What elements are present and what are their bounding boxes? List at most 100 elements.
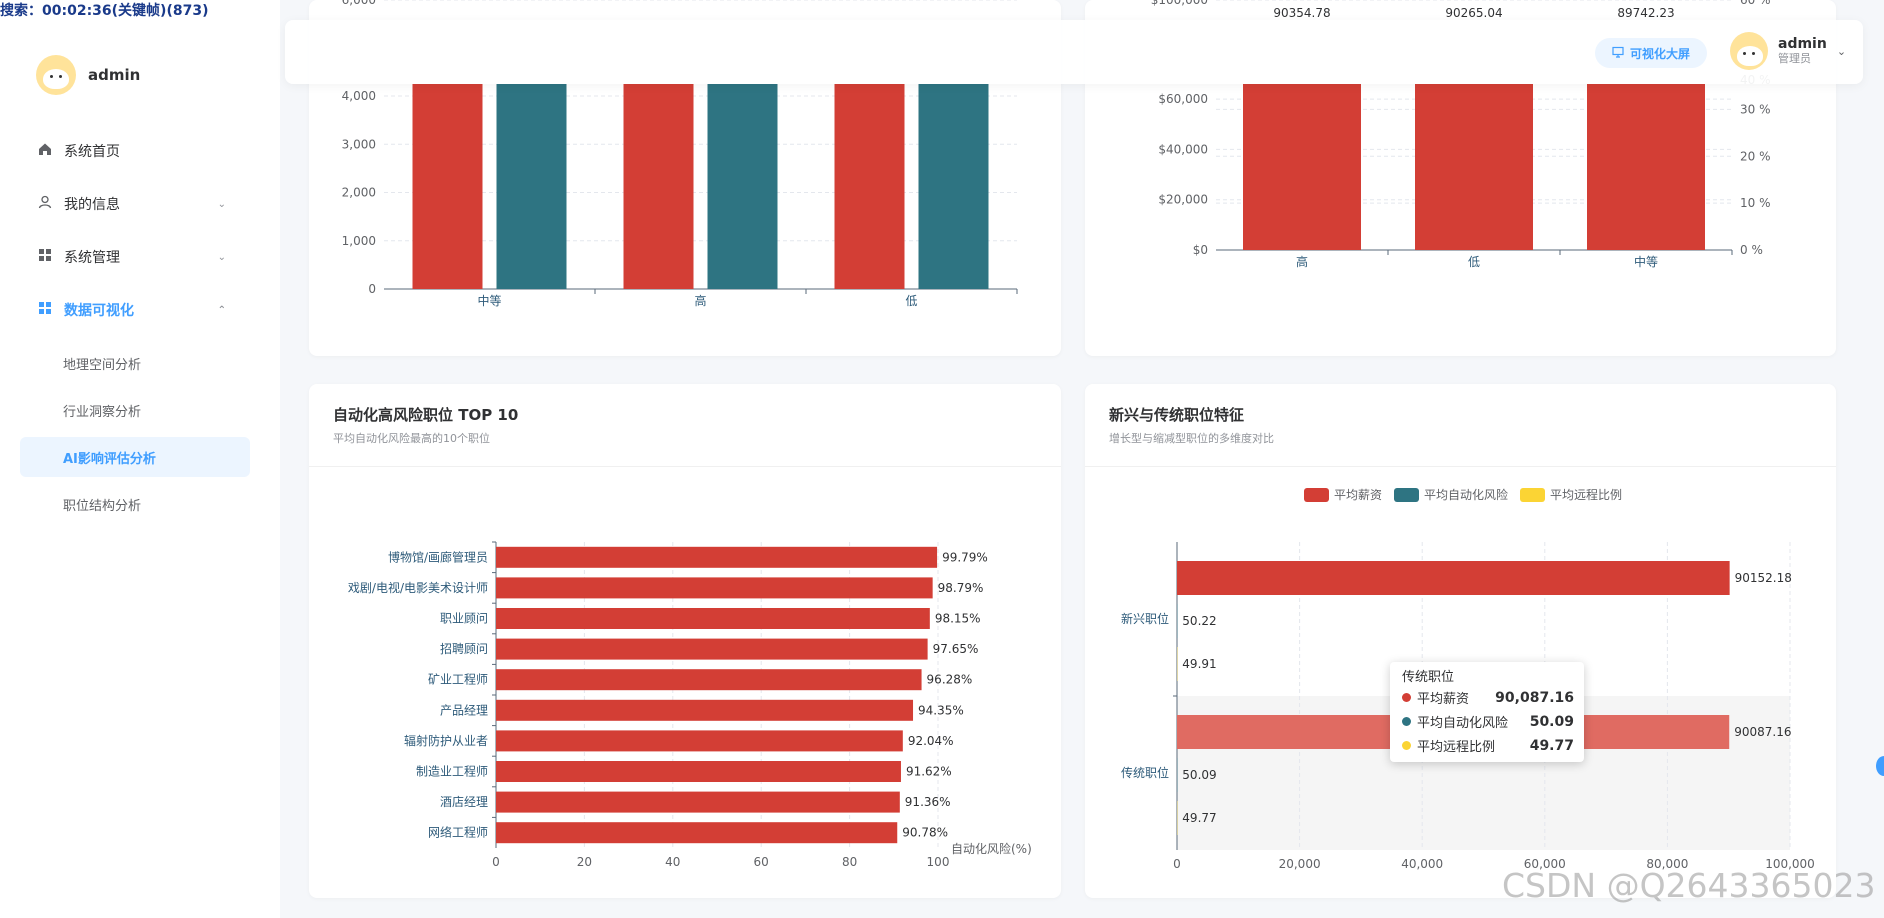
- y-tick-label: 6,000: [342, 0, 376, 7]
- grid-icon: [36, 248, 54, 266]
- x-tick-label: 80,000: [1646, 857, 1688, 871]
- menu-item-system-mgmt[interactable]: 系统管理 ⌄: [20, 235, 250, 279]
- chart-tooltip: 传统职位 平均薪资 90,087.16 平均自动化风险 50.09 平均远程比例…: [1390, 662, 1584, 762]
- y2-tick-label: 0 %: [1740, 243, 1763, 257]
- bar-value-label: 92.04%: [908, 734, 954, 748]
- chevron-down-icon: ⌄: [1836, 44, 1847, 58]
- user-menu[interactable]: admin 管理员 ⌄: [1730, 32, 1846, 70]
- menu-item-data-viz[interactable]: 数据可视化 ⌃: [20, 288, 250, 332]
- card-title: 自动化高风险职位 TOP 10: [333, 406, 519, 424]
- brand: admin: [36, 55, 140, 95]
- x-tick-label: 0: [1173, 857, 1181, 871]
- bar: [496, 669, 922, 691]
- y-tick-label: 传统职位: [1121, 765, 1169, 780]
- chevron-up-icon: ⌃: [217, 304, 226, 316]
- submenu-item-industry[interactable]: 行业洞察分析: [20, 390, 250, 430]
- tooltip-row-value: 50.09: [1529, 713, 1574, 730]
- y2-tick-label: 30 %: [1740, 102, 1771, 116]
- legend-swatch: [1520, 488, 1545, 502]
- tooltip-row-name: 平均远程比例: [1417, 740, 1496, 755]
- x-axis-label: 自动化风险(%): [951, 841, 1032, 856]
- sidebar: admin 系统首页 我的信息 ⌄ 系统管理 ⌄ 数据可视化 ⌃ 地理空间分析 …: [0, 0, 280, 918]
- series-dot: [1402, 693, 1411, 702]
- y-tick-label: 矿业工程师: [428, 672, 488, 687]
- visualization-screen-button[interactable]: 可视化大屏: [1595, 38, 1707, 68]
- submenu-item-ai-impact[interactable]: AI影响评估分析: [20, 437, 250, 477]
- x-tick-label: 100,000: [1765, 857, 1815, 871]
- submenu-label: 行业洞察分析: [63, 404, 142, 420]
- user-role: 管理员: [1778, 52, 1811, 65]
- x-tick-label: 0: [492, 855, 500, 869]
- card-title: 新兴与传统职位特征: [1109, 406, 1245, 424]
- card-emerging-vs-traditional: 新兴与传统职位特征 增长型与缩减型职位的多维度对比 0 20,000 40,000 6…: [1085, 384, 1836, 898]
- bar: [496, 577, 933, 599]
- bar-value-label: 90.78%: [902, 826, 948, 840]
- bar: [1177, 561, 1730, 595]
- user-avatar: [1730, 32, 1768, 70]
- bar: [412, 84, 483, 289]
- bar: [623, 84, 694, 289]
- menu-item-label: 我的信息: [64, 197, 120, 213]
- monitor-icon: [1612, 46, 1624, 61]
- series-dot: [1402, 717, 1411, 726]
- tooltip-row-name: 平均薪资: [1417, 692, 1470, 707]
- x-tick-label: 低: [905, 294, 917, 308]
- x-tick-label: 60: [754, 855, 769, 869]
- bar: [496, 638, 928, 660]
- x-tick-label: 高: [1296, 254, 1308, 269]
- bar: [496, 822, 898, 844]
- x-tick-label: 40: [665, 855, 680, 869]
- bar-value-label: 50.22: [1182, 614, 1216, 628]
- legend-label: 平均自动化风险: [1424, 487, 1508, 502]
- legend-label: 平均远程比例: [1550, 487, 1622, 502]
- tooltip-row: 平均薪资 90,087.16: [1402, 688, 1574, 707]
- bar: [496, 730, 903, 752]
- y-tick-label: 1,000: [342, 234, 376, 248]
- bar: [496, 761, 901, 782]
- chevron-down-icon: ⌄: [217, 251, 226, 263]
- grid-icon: [36, 301, 54, 319]
- bar: [834, 84, 905, 289]
- x-tick-label: 20,000: [1279, 857, 1321, 871]
- y-tick-label: $60,000: [1158, 92, 1208, 106]
- bar: [1587, 84, 1705, 250]
- brand-avatar: [36, 55, 76, 95]
- bar-value-label: 99.79%: [942, 550, 988, 564]
- x-tick-label: 低: [1468, 255, 1480, 269]
- tooltip-row-value: 49.77: [1529, 737, 1574, 754]
- x-tick-label: 80: [842, 855, 857, 869]
- series-dot: [1402, 741, 1411, 750]
- bar: [496, 699, 914, 721]
- bar-value-label: 90087.16: [1734, 725, 1791, 739]
- bar-value-label: 90265.04: [1445, 6, 1502, 20]
- bar-value-label: 96.28%: [927, 673, 973, 687]
- bar-value-label: 98.15%: [935, 612, 981, 626]
- overlay-search-text: 搜索：00:02:36(关键帧)(873): [0, 3, 209, 19]
- bar: [1243, 84, 1361, 250]
- bar: [707, 84, 778, 289]
- floating-action-dot[interactable]: [1876, 756, 1884, 776]
- y-tick-label: 招聘顾问: [440, 642, 488, 656]
- tooltip-row: 平均远程比例 49.77: [1402, 736, 1574, 755]
- y-tick-label: 0: [368, 282, 376, 296]
- tooltip-row-name: 平均自动化风险: [1417, 716, 1509, 731]
- bar: [1415, 84, 1533, 250]
- submenu-item-job-structure[interactable]: 职位结构分析: [20, 484, 250, 524]
- menu-item-my-info[interactable]: 我的信息 ⌄: [20, 182, 250, 226]
- card-subtitle: 增长型与缩减型职位的多维度对比: [1109, 432, 1274, 445]
- submenu-label: 地理空间分析: [63, 357, 142, 373]
- x-tick-label: 高: [694, 293, 706, 308]
- y-tick-label: $0: [1193, 243, 1208, 257]
- menu-item-home[interactable]: 系统首页: [20, 129, 250, 173]
- y-tick-label: 网络工程师: [428, 825, 488, 840]
- y-tick-label: 4,000: [342, 89, 376, 103]
- legend-swatch: [1304, 488, 1329, 502]
- user-name: admin: [1778, 36, 1827, 52]
- submenu-item-geo[interactable]: 地理空间分析: [20, 343, 250, 383]
- user-icon: [36, 195, 54, 213]
- y2-tick-label: 10 %: [1740, 196, 1771, 210]
- y-tick-label: 辐射防护从业者: [404, 733, 488, 748]
- bar-value-label: 91.62%: [906, 765, 952, 779]
- submenu-label: AI影响评估分析: [63, 451, 156, 467]
- x-tick-label: 60,000: [1524, 857, 1566, 871]
